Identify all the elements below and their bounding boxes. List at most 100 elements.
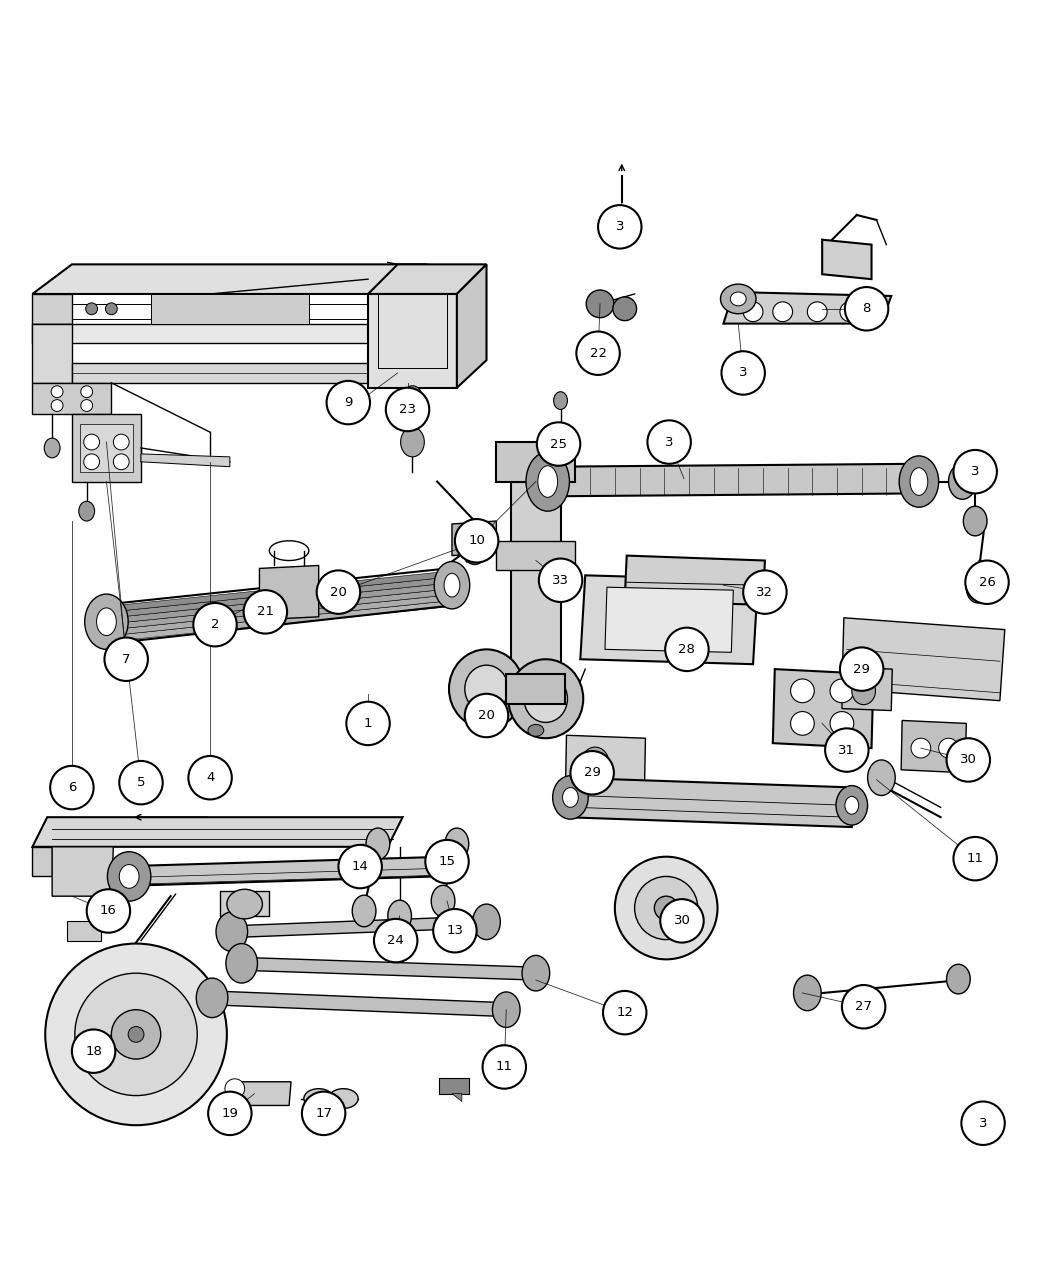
Polygon shape (33, 265, 427, 294)
Ellipse shape (506, 450, 526, 473)
Circle shape (81, 386, 93, 398)
Text: 24: 24 (387, 934, 404, 948)
Ellipse shape (352, 895, 376, 927)
Ellipse shape (445, 828, 469, 859)
Text: 16: 16 (100, 904, 117, 917)
Text: 30: 30 (673, 914, 690, 927)
Circle shape (244, 590, 287, 633)
Ellipse shape (613, 297, 636, 321)
Ellipse shape (472, 904, 501, 940)
Circle shape (743, 302, 763, 321)
Circle shape (373, 918, 418, 962)
Circle shape (953, 836, 997, 880)
Polygon shape (210, 991, 508, 1017)
Polygon shape (240, 958, 538, 980)
Circle shape (966, 560, 1009, 604)
Ellipse shape (119, 865, 139, 889)
Ellipse shape (431, 885, 454, 917)
Ellipse shape (793, 975, 822, 1010)
Circle shape (302, 1092, 345, 1134)
Circle shape (962, 1101, 1005, 1145)
Text: 23: 23 (399, 403, 416, 416)
Ellipse shape (899, 455, 938, 508)
Circle shape (45, 944, 227, 1126)
Circle shape (188, 756, 231, 799)
Polygon shape (80, 425, 134, 472)
Circle shape (807, 302, 827, 321)
Text: 4: 4 (206, 771, 215, 784)
Circle shape (830, 711, 854, 735)
Circle shape (84, 454, 100, 469)
Ellipse shape (477, 531, 492, 546)
Circle shape (539, 559, 582, 602)
Ellipse shape (366, 828, 389, 859)
Polygon shape (33, 817, 403, 847)
Polygon shape (823, 239, 871, 279)
Circle shape (947, 738, 990, 781)
Circle shape (842, 985, 886, 1028)
Circle shape (483, 1045, 526, 1088)
Ellipse shape (553, 391, 567, 409)
Circle shape (317, 570, 360, 614)
Ellipse shape (304, 1088, 333, 1109)
Circle shape (790, 711, 814, 735)
Circle shape (661, 899, 704, 943)
Ellipse shape (225, 1078, 245, 1099)
Circle shape (953, 450, 997, 494)
Circle shape (112, 1009, 161, 1059)
Text: 9: 9 (344, 396, 352, 409)
Ellipse shape (197, 978, 228, 1018)
Circle shape (830, 679, 854, 702)
Text: 11: 11 (967, 852, 984, 865)
Polygon shape (33, 294, 72, 324)
Circle shape (84, 434, 100, 450)
Text: 10: 10 (468, 535, 485, 547)
Polygon shape (150, 294, 309, 324)
Circle shape (465, 693, 508, 737)
Text: 26: 26 (978, 576, 995, 588)
Ellipse shape (836, 785, 868, 825)
Polygon shape (260, 565, 319, 620)
Ellipse shape (845, 797, 858, 815)
Text: 17: 17 (316, 1106, 332, 1120)
Text: 8: 8 (863, 302, 871, 316)
Ellipse shape (85, 593, 128, 650)
Ellipse shape (848, 292, 879, 317)
Circle shape (433, 909, 477, 953)
Polygon shape (452, 1094, 462, 1101)
Ellipse shape (444, 573, 460, 597)
Ellipse shape (492, 993, 520, 1027)
Text: 6: 6 (67, 781, 76, 794)
Polygon shape (724, 292, 891, 324)
Text: 25: 25 (550, 437, 567, 450)
Ellipse shape (97, 608, 117, 636)
Circle shape (665, 628, 709, 671)
Polygon shape (112, 577, 447, 618)
Polygon shape (72, 414, 141, 482)
Polygon shape (33, 382, 112, 414)
Circle shape (790, 679, 814, 702)
Ellipse shape (538, 466, 558, 498)
Polygon shape (457, 265, 486, 388)
Polygon shape (842, 668, 892, 711)
Text: 14: 14 (351, 859, 368, 874)
Circle shape (346, 702, 389, 746)
Ellipse shape (526, 451, 569, 512)
Ellipse shape (403, 386, 422, 409)
Text: 18: 18 (85, 1045, 102, 1058)
Ellipse shape (328, 1088, 358, 1109)
Circle shape (634, 876, 697, 940)
Text: 20: 20 (478, 709, 494, 723)
Circle shape (81, 399, 93, 412)
Text: 11: 11 (495, 1060, 512, 1073)
Circle shape (339, 845, 382, 889)
Ellipse shape (582, 747, 609, 779)
Text: 31: 31 (838, 743, 855, 757)
Text: 3: 3 (665, 436, 673, 449)
Text: 22: 22 (589, 347, 607, 359)
Polygon shape (220, 891, 269, 916)
Ellipse shape (226, 944, 258, 984)
Text: 3: 3 (978, 1117, 988, 1129)
Text: 12: 12 (616, 1007, 633, 1019)
Polygon shape (546, 464, 920, 496)
